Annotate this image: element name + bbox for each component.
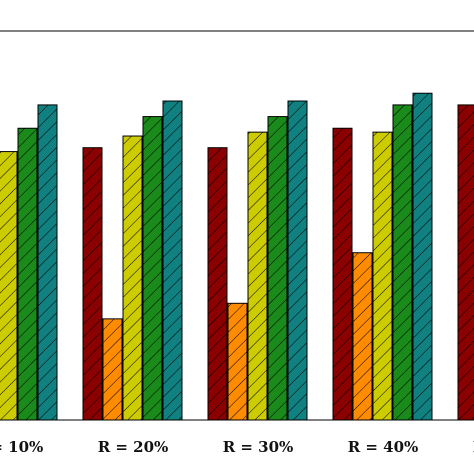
bar-hatch-series4-cat2 (142, 116, 163, 421)
bar-hatch-series2-cat2 (102, 318, 123, 421)
bar-hatch-series4-cat4 (392, 104, 413, 421)
bar-hatch-series1-cat4 (332, 127, 353, 421)
bar-hatch-series3-cat1 (0, 151, 18, 421)
bar-hatch-series5-cat2 (162, 100, 183, 421)
bar-hatch-series2-cat4 (352, 252, 373, 421)
bar-hatch-series5-cat3 (287, 100, 308, 421)
bar-hatch-series4-cat3 (267, 116, 288, 421)
bar-hatch-series3-cat2 (122, 135, 143, 421)
category-label: R = 10% (0, 438, 43, 456)
category-labels-group: R = 10% R = 20% R = 30% R = 40% R = 50% (0, 438, 474, 456)
category-label: R = 50% (473, 438, 474, 456)
bar-hatch-series5-cat4 (412, 92, 433, 421)
bar-hatch-series5-cat1 (37, 104, 58, 421)
bar-hatch-series3-cat4 (372, 131, 393, 421)
bar-hatch-series3-cat3 (247, 131, 268, 421)
bar-hatch-series1-cat2 (82, 147, 103, 421)
category-label: R = 30% (223, 438, 294, 456)
bar-hatch-series1-cat3 (207, 147, 228, 421)
bar-hatch-series2-cat3 (227, 302, 248, 421)
category-label: R = 20% (98, 438, 169, 456)
bar-hatch-series1-cat5 (457, 104, 474, 421)
bars-group (0, 92, 474, 421)
category-label: R = 40% (348, 438, 419, 456)
bar-hatch-series4-cat1 (17, 127, 38, 421)
